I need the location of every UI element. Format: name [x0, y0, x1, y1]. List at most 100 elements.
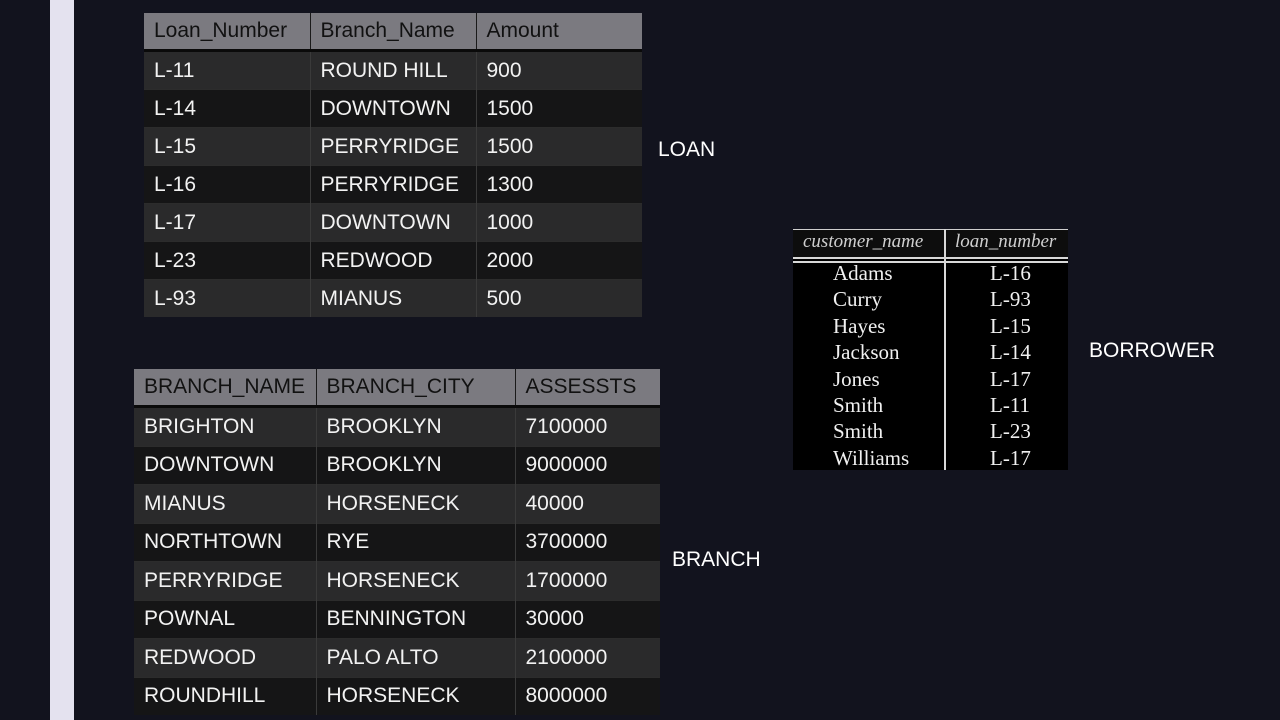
table-cell: BROOKLYN — [316, 406, 516, 446]
table-row: Smith L-23 — [793, 418, 1068, 444]
table-row: Jones L-17 — [793, 366, 1068, 392]
table-row: Smith L-11 — [793, 392, 1068, 418]
table-cell: L-17 — [144, 203, 311, 242]
table-row: PERRYRIDGE HORSENECK 1700000 — [134, 561, 660, 600]
table-row: L-16 PERRYRIDGE 1300 — [144, 165, 642, 204]
loan-header-cell: Branch_Name — [310, 13, 477, 52]
table-cell: 1300 — [476, 165, 642, 204]
table-cell: MIANUS — [310, 279, 477, 317]
table-row: L-11 ROUND HILL 900 — [144, 50, 642, 90]
customer-name-cell: Smith — [833, 392, 884, 417]
table-cell: REDWOOD — [134, 638, 317, 677]
table-cell: POWNAL — [134, 599, 317, 639]
table-cell: L-93 — [144, 279, 311, 317]
table-cell: 3700000 — [515, 522, 660, 562]
table-cell: RYE — [316, 522, 516, 562]
loan-number-cell: L-14 — [990, 340, 1031, 365]
borrower-relation-label: BORROWER — [1089, 339, 1215, 362]
table-cell: L-23 — [144, 241, 311, 280]
table-row: BRIGHTON BROOKLYN 7100000 — [134, 406, 660, 446]
table-row: Hayes L-15 — [793, 313, 1068, 339]
table-cell: ROUNDHILL — [134, 676, 317, 715]
branch-header-cell: BRANCH_NAME — [134, 369, 317, 408]
loan-number-cell: L-17 — [990, 366, 1031, 391]
table-row: L-93 MIANUS 500 — [144, 279, 642, 317]
table-row: DOWNTOWN BROOKLYN 9000000 — [134, 445, 660, 485]
customer-name-cell: Smith — [833, 419, 884, 444]
table-row: L-17 DOWNTOWN 1000 — [144, 203, 642, 242]
loan-number-cell: L-23 — [990, 419, 1031, 444]
column-divider — [944, 229, 946, 470]
table-cell: BRIGHTON — [134, 406, 317, 446]
table-row: L-23 REDWOOD 2000 — [144, 241, 642, 280]
table-cell: 7100000 — [515, 406, 660, 446]
branch-header-cell: BRANCH_CITY — [316, 369, 516, 408]
borrower-header-cell: loan_number — [955, 231, 1057, 252]
branch-table: BRANCH_NAME BRANCH_CITY ASSESSTS BRIGHTO… — [134, 369, 660, 715]
table-cell: DOWNTOWN — [310, 203, 477, 242]
branch-relation-label: BRANCH — [672, 548, 761, 571]
table-cell: PERRYRIDGE — [310, 165, 477, 204]
loan-header-row: Loan_Number Branch_Name Amount — [144, 13, 642, 52]
table-row: ROUNDHILL HORSENECK 8000000 — [134, 676, 660, 715]
customer-name-cell: Jackson — [833, 340, 900, 365]
slide-left-accent-bar — [50, 0, 74, 720]
table-cell: L-15 — [144, 127, 311, 166]
table-row: Curry L-93 — [793, 286, 1068, 312]
table-cell: 40000 — [515, 484, 660, 523]
table-row: L-15 PERRYRIDGE 1500 — [144, 127, 642, 166]
table-cell: L-14 — [144, 89, 311, 128]
table-cell: 500 — [476, 279, 642, 317]
table-cell: 1500 — [476, 127, 642, 166]
loan-header-cell: Loan_Number — [144, 13, 311, 52]
customer-name-cell: Jones — [833, 366, 880, 391]
table-cell: MIANUS — [134, 484, 317, 523]
table-cell: HORSENECK — [316, 676, 516, 715]
table-cell: 1700000 — [515, 561, 660, 600]
table-cell: 9000000 — [515, 445, 660, 485]
table-cell: BENNINGTON — [316, 599, 516, 639]
loan-number-cell: L-11 — [990, 392, 1031, 417]
table-cell: ROUND HILL — [310, 50, 477, 90]
table-row: MIANUS HORSENECK 40000 — [134, 484, 660, 523]
loan-number-cell: L-16 — [990, 261, 1031, 285]
table-row: REDWOOD PALO ALTO 2100000 — [134, 638, 660, 677]
table-cell: L-11 — [144, 50, 311, 90]
table-cell: REDWOOD — [310, 241, 477, 280]
table-cell: 2000 — [476, 241, 642, 280]
customer-name-cell: Adams — [833, 261, 893, 285]
table-row: Jackson L-14 — [793, 339, 1068, 365]
borrower-table: customer_name loan_number Adams L-16 Cur… — [793, 229, 1068, 470]
table-cell: L-16 — [144, 165, 311, 204]
table-cell: DOWNTOWN — [310, 89, 477, 128]
table-cell: 8000000 — [515, 676, 660, 715]
table-row: NORTHTOWN RYE 3700000 — [134, 522, 660, 562]
borrower-header-cell: customer_name — [803, 231, 924, 252]
customer-name-cell: Hayes — [833, 313, 886, 338]
table-cell: PERRYRIDGE — [310, 127, 477, 166]
branch-header-row: BRANCH_NAME BRANCH_CITY ASSESSTS — [134, 369, 660, 408]
table-row: Adams L-16 — [793, 260, 1068, 286]
table-cell: 30000 — [515, 599, 660, 639]
table-cell: 1000 — [476, 203, 642, 242]
table-cell: 2100000 — [515, 638, 660, 677]
table-cell: PERRYRIDGE — [134, 561, 317, 600]
customer-name-cell: Curry — [833, 287, 882, 312]
header-divider — [793, 261, 1068, 263]
branch-header-cell: ASSESSTS — [515, 369, 660, 408]
loan-number-cell: L-17 — [990, 445, 1031, 470]
table-cell: HORSENECK — [316, 561, 516, 600]
loan-header-cell: Amount — [476, 13, 642, 52]
table-cell: HORSENECK — [316, 484, 516, 523]
table-cell: DOWNTOWN — [134, 445, 317, 485]
loan-relation-label: LOAN — [658, 138, 716, 161]
table-row: Williams L-17 — [793, 445, 1068, 470]
table-cell: 900 — [476, 50, 642, 90]
table-cell: PALO ALTO — [316, 638, 516, 677]
loan-number-cell: L-93 — [990, 287, 1031, 312]
header-divider — [793, 257, 1068, 259]
borrower-header-row — [793, 229, 1068, 257]
table-row: POWNAL BENNINGTON 30000 — [134, 599, 660, 639]
table-cell: 1500 — [476, 89, 642, 128]
table-cell: NORTHTOWN — [134, 522, 317, 562]
